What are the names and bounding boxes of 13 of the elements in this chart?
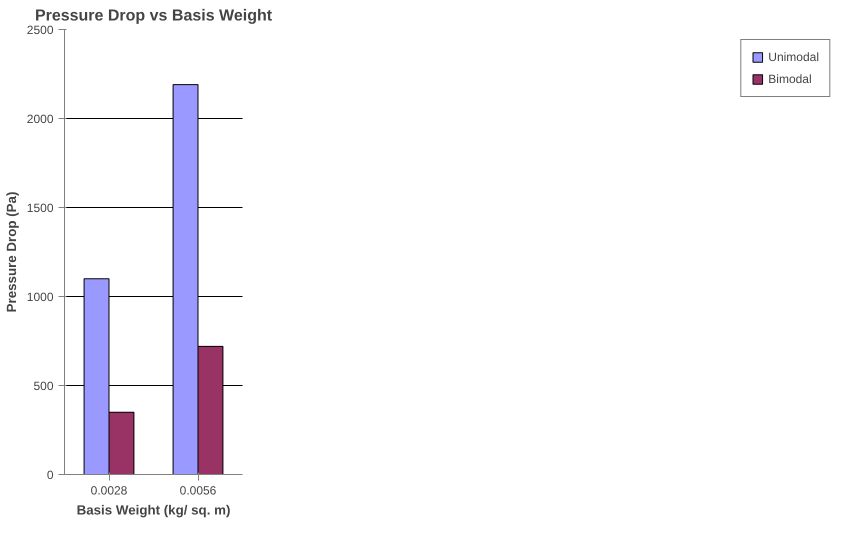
legend-label: Unimodal bbox=[768, 50, 819, 64]
x-axis-title: Basis Weight (kg/ sq. m) bbox=[76, 502, 230, 518]
chart-title: Pressure Drop vs Basis Weight bbox=[34, 8, 273, 24]
x-tick-label: 0.0028 bbox=[90, 484, 128, 498]
y-tick-label: 2000 bbox=[26, 112, 54, 126]
y-tick-label: 2500 bbox=[26, 23, 54, 37]
legend-label: Bimodal bbox=[768, 72, 812, 86]
y-tick-label: 0 bbox=[46, 468, 54, 482]
y-tick-label: 1500 bbox=[26, 201, 54, 215]
y-tick-label: 1000 bbox=[26, 290, 54, 304]
x-tick-label: 0.0056 bbox=[180, 484, 217, 498]
y-tick-label: 500 bbox=[33, 379, 54, 393]
y-axis-title: Pressure Drop (Pa) bbox=[4, 192, 19, 312]
